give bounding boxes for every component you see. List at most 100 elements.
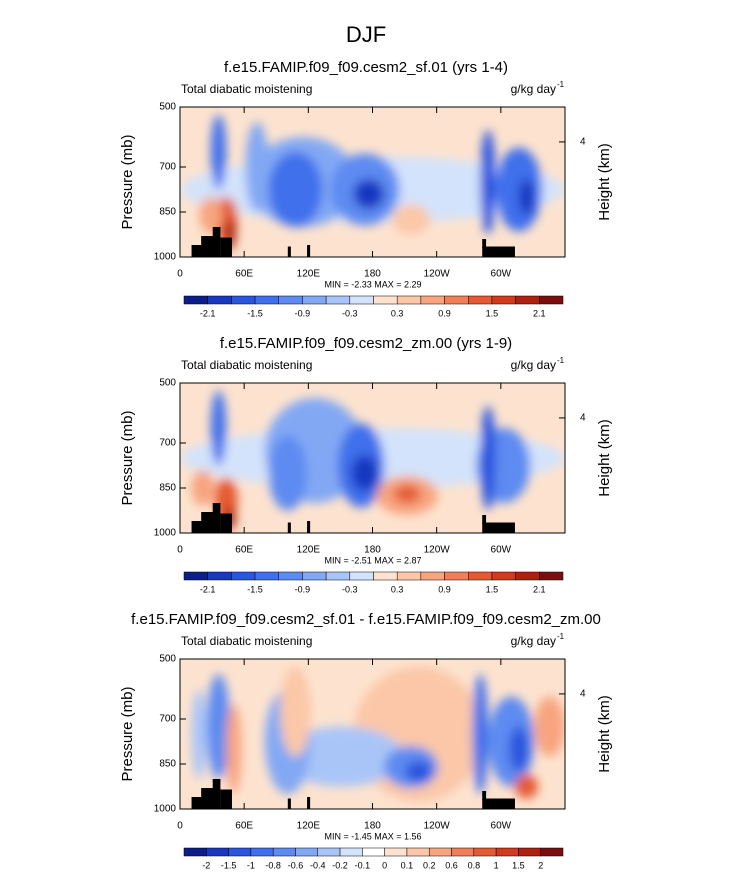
left-string: Total diabatic moistening: [181, 358, 312, 372]
colorbar-box: [254, 295, 279, 305]
y-tick-label: 850: [159, 759, 176, 770]
units: g/kg day: [511, 82, 556, 96]
terrain: [482, 798, 515, 809]
panel-title: f.e15.FAMIP.f09_f09.cesm2_sf.01 - f.e15.…: [131, 611, 601, 628]
colorbar-label: -1: [247, 860, 255, 870]
colorbar-label: 2: [538, 860, 543, 870]
field-shape: [480, 405, 496, 511]
colorbar-label: -0.8: [265, 860, 281, 870]
terrain: [220, 237, 232, 257]
colorbar-box: [278, 571, 303, 581]
units: g/kg day: [511, 634, 556, 648]
colorbar-label: -0.9: [295, 308, 311, 318]
y2-tick-label: 4: [580, 413, 586, 424]
colorbar-box: [231, 571, 256, 581]
terrain: [287, 798, 291, 809]
field-shape: [534, 696, 565, 757]
colorbar-box: [302, 295, 327, 305]
colorbar-label: -0.9: [295, 584, 311, 594]
panel-title: f.e15.FAMIP.f09_f09.cesm2_sf.01 (yrs 1-4…: [224, 59, 508, 76]
terrain: [212, 227, 221, 257]
colorbar-label: -2: [202, 860, 210, 870]
colorbar-label: 2.1: [533, 308, 546, 318]
colorbar-label: 2.1: [533, 584, 546, 594]
colorbar-box: [420, 295, 445, 305]
x-tick-label: 60W: [491, 545, 512, 556]
x-tick-label: 180: [364, 269, 381, 280]
x-tick-label: 60E: [235, 269, 253, 280]
field-shape: [280, 666, 311, 757]
colorbar-label: -0.2: [332, 860, 348, 870]
colorbar-box: [373, 571, 398, 581]
left-string: Total diabatic moistening: [181, 82, 312, 96]
colorbar-label: -0.3: [342, 308, 358, 318]
colorbar-label: -2.1: [200, 584, 216, 594]
y-tick-label: 850: [159, 483, 176, 494]
x-tick-label: 120W: [424, 545, 451, 556]
x-tick-label: 120E: [297, 821, 321, 832]
field-shape: [280, 726, 404, 787]
x-tick-label: 120E: [297, 545, 321, 556]
colorbar-box: [373, 295, 398, 305]
stats: MIN = -1.45 MAX = 1.56: [324, 831, 421, 841]
colorbar-box: [396, 571, 422, 581]
panel: f.e15.FAMIP.f09_f09.cesm2_sf.01 (yrs 1-4…: [119, 59, 613, 318]
colorbar-box: [349, 295, 374, 305]
field: [180, 383, 565, 533]
field-shape: [199, 197, 223, 233]
y-tick-label: 1000: [154, 528, 177, 539]
colorbar-label: -0.4: [310, 860, 326, 870]
colorbar-label: 0.9: [438, 308, 451, 318]
field-shape: [191, 689, 207, 779]
colorbar-box: [540, 847, 564, 857]
field-shape: [518, 179, 535, 215]
colorbar-box: [444, 295, 469, 305]
field-shape: [268, 152, 323, 227]
field-shape: [480, 129, 496, 235]
terrain: [212, 779, 221, 809]
field-shape: [353, 179, 385, 209]
field: [180, 659, 565, 809]
colorbar-box: [444, 571, 469, 581]
y-tick-label: 850: [159, 207, 176, 218]
y-tick-label: 700: [159, 162, 176, 173]
colorbar-box: [539, 571, 564, 581]
colorbar-label: -0.1: [355, 860, 371, 870]
terrain: [287, 522, 291, 533]
colorbar-box: [325, 295, 351, 305]
colorbar-box: [384, 847, 408, 857]
colorbar-box: [183, 847, 207, 857]
units: g/kg day: [511, 358, 556, 372]
x-tick-label: 60E: [235, 545, 253, 556]
y-tick-label: 500: [159, 102, 176, 113]
y2-axis-label: Height (km): [596, 143, 613, 221]
stats: MIN = -2.33 MAX = 2.29: [324, 279, 421, 289]
colorbar-box: [206, 847, 229, 857]
field-shape: [393, 485, 421, 503]
y2-tick-label: 4: [580, 137, 586, 148]
colorbar-box: [228, 847, 252, 857]
colorbar-box: [295, 847, 319, 857]
field-shape: [351, 455, 379, 491]
x-tick-label: 0: [177, 821, 183, 832]
field-shapes: [191, 666, 565, 802]
colorbar-box: [207, 571, 232, 581]
colorbar-box: [406, 847, 430, 857]
x-tick-label: 180: [364, 821, 381, 832]
colorbar-label: 1.5: [486, 308, 499, 318]
colorbar-box: [491, 571, 516, 581]
field-shape: [206, 674, 231, 779]
colorbar-box: [272, 847, 296, 857]
terrain: [482, 522, 515, 533]
terrain: [220, 789, 232, 809]
colorbar-box: [420, 571, 445, 581]
colorbar-box: [515, 571, 540, 581]
y-axis-label: Pressure (mb): [119, 686, 136, 781]
colorbar-box: [183, 571, 208, 581]
colorbar-label: 1: [494, 860, 499, 870]
field-shape: [268, 435, 308, 511]
colorbar-box: [451, 847, 475, 857]
colorbar-label: -1.5: [247, 308, 263, 318]
colorbar-box: [183, 295, 208, 305]
colorbar-box: [349, 571, 374, 581]
